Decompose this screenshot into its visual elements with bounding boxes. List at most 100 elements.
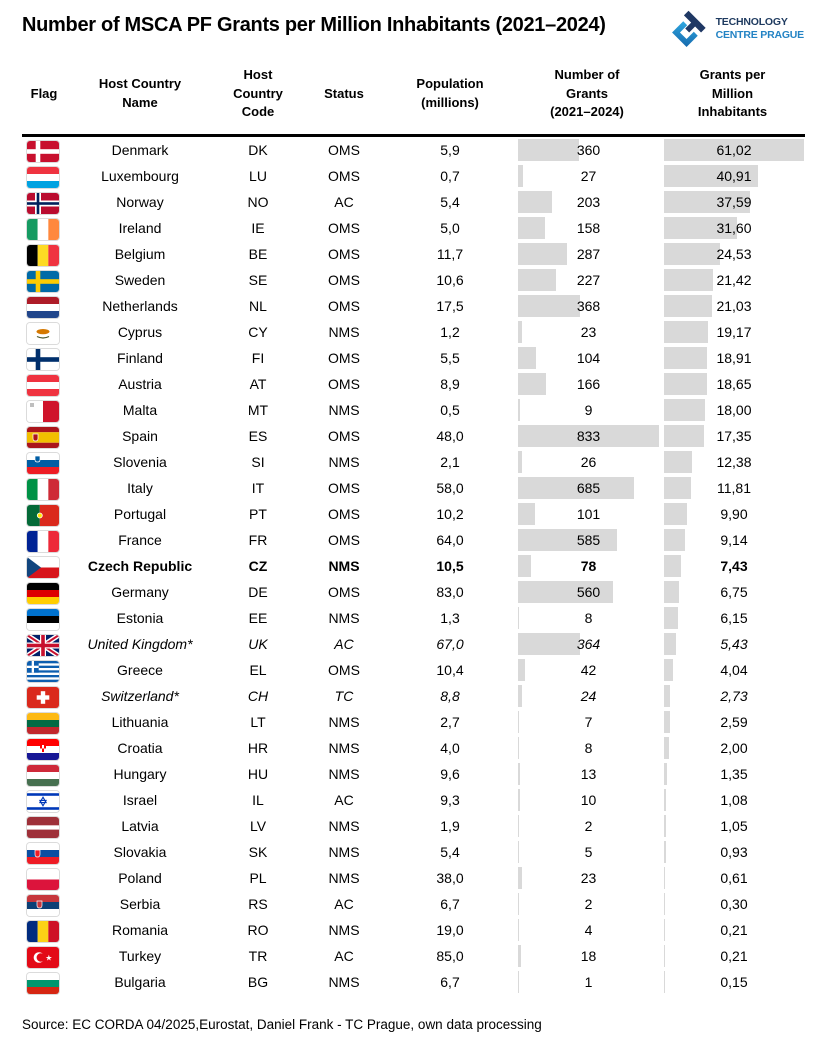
grants-value: 23 [580, 870, 597, 886]
grants-per-million-bar [664, 841, 667, 863]
status-value: OMS [328, 272, 360, 288]
grants-per-million-value: 6,15 [720, 610, 748, 626]
flag-cell [22, 215, 66, 241]
flag-cell [22, 917, 66, 943]
grants-value: 685 [576, 480, 601, 496]
status-value: OMS [328, 298, 360, 314]
flag-cell [22, 319, 66, 345]
grants-value: 287 [576, 246, 601, 262]
grants-value: 2 [584, 896, 593, 912]
grants-per-million-bar [664, 659, 674, 681]
grants-bar [518, 503, 536, 525]
country-name: Serbia [119, 896, 161, 912]
grants-per-million-bar [664, 321, 708, 343]
lithuania-flag-icon [27, 712, 59, 734]
serbia-flag-icon [27, 894, 59, 916]
grants-per-million-value: 24,53 [716, 246, 752, 262]
grants-cell: 101 [514, 501, 660, 527]
status-value: AC [334, 896, 354, 912]
flag-cell [22, 527, 66, 553]
grants-per-million-bar [664, 737, 669, 759]
grants-per-million-value: 1,08 [720, 792, 748, 808]
table-row: Netherlands NL OMS 17,5 368 21,03 [22, 293, 805, 319]
grants-per-million-bar [664, 451, 693, 473]
country-name: Belgium [114, 246, 166, 262]
germany-flag-icon [27, 582, 59, 604]
grants-value: 42 [580, 662, 597, 678]
country-name: Sweden [114, 272, 166, 288]
table-row: ★ Turkey TR AC 85,0 18 0,21 [22, 943, 805, 969]
population-value: 9,6 [440, 766, 460, 782]
country-name: Malta [122, 402, 158, 418]
grants-per-million-value: 9,14 [720, 532, 748, 548]
flag-cell [22, 553, 66, 579]
grants-bar [518, 737, 520, 759]
population-value: 17,5 [436, 298, 464, 314]
country-name: Denmark [111, 142, 169, 158]
grants-value: 7 [584, 714, 593, 730]
flag-cell [22, 605, 66, 631]
country-name: Norway [116, 194, 164, 210]
grants-cell: 2 [514, 891, 660, 917]
country-code: AT [249, 376, 267, 392]
grants-per-million-bar [664, 503, 687, 525]
table-row: Hungary HU NMS 9,6 13 1,35 [22, 761, 805, 787]
grants-cell: 360 [514, 136, 660, 164]
grants-value: 5 [584, 844, 593, 860]
grants-value: 104 [576, 350, 601, 366]
grants-per-million-cell: 61,02 [660, 136, 805, 164]
grants-per-million-value: 61,02 [716, 142, 752, 158]
country-name: Austria [118, 376, 162, 392]
grants-bar [518, 789, 520, 811]
grants-cell: 23 [514, 319, 660, 345]
grants-per-million-bar [664, 555, 682, 577]
grants-cell: 104 [514, 345, 660, 371]
grants-per-million-value: 9,90 [720, 506, 748, 522]
grants-bar [518, 139, 579, 161]
population-value: 6,7 [440, 974, 460, 990]
italy-flag-icon [27, 478, 59, 500]
israel-flag-icon [27, 790, 59, 812]
column-header-flag: Flag [22, 54, 66, 137]
grants-per-million-cell: 1,35 [660, 761, 805, 787]
grants-value: 227 [576, 272, 601, 288]
flag-cell [22, 761, 66, 787]
grants-per-million-cell: 21,42 [660, 267, 805, 293]
country-name: Romania [111, 922, 169, 938]
table-row: Finland FI OMS 5,5 104 18,91 [22, 345, 805, 371]
grants-per-million-bar [664, 685, 671, 707]
flag-cell [22, 735, 66, 761]
grants-per-million-cell: 2,73 [660, 683, 805, 709]
table-row: Israel IL AC 9,3 10 1,08 [22, 787, 805, 813]
country-code: LT [250, 714, 266, 730]
grants-per-million-cell: 0,93 [660, 839, 805, 865]
grants-per-million-bar [664, 815, 667, 837]
status-value: NMS [328, 740, 360, 756]
grants-per-million-value: 0,30 [720, 896, 748, 912]
table-row: Austria AT OMS 8,9 166 18,65 [22, 371, 805, 397]
table-header: Flag Host Country Name Host Country Code… [22, 54, 805, 137]
flag-cell [22, 371, 66, 397]
grants-value: 1 [584, 974, 593, 990]
country-code: RS [248, 896, 268, 912]
table-row: Latvia LV NMS 1,9 2 1,05 [22, 813, 805, 839]
spain-flag-icon [27, 426, 59, 448]
status-value: OMS [328, 350, 360, 366]
grants-per-million-cell: 0,21 [660, 943, 805, 969]
grants-bar [518, 841, 519, 863]
flag-cell [22, 969, 66, 995]
country-code: BG [247, 974, 269, 990]
country-name: Hungary [113, 766, 167, 782]
flag-cell [22, 709, 66, 735]
grants-cell: 78 [514, 553, 660, 579]
table-row: Serbia RS AC 6,7 2 0,30 [22, 891, 805, 917]
country-code: CY [248, 324, 268, 340]
flag-cell [22, 293, 66, 319]
table-row: Germany DE OMS 83,0 560 6,75 [22, 579, 805, 605]
flag-cell [22, 241, 66, 267]
flag-cell [22, 345, 66, 371]
page-title: Number of MSCA PF Grants per Million Inh… [22, 14, 606, 36]
flag-cell [22, 397, 66, 423]
flag-cell [22, 267, 66, 293]
grants-value: 18 [580, 948, 597, 964]
